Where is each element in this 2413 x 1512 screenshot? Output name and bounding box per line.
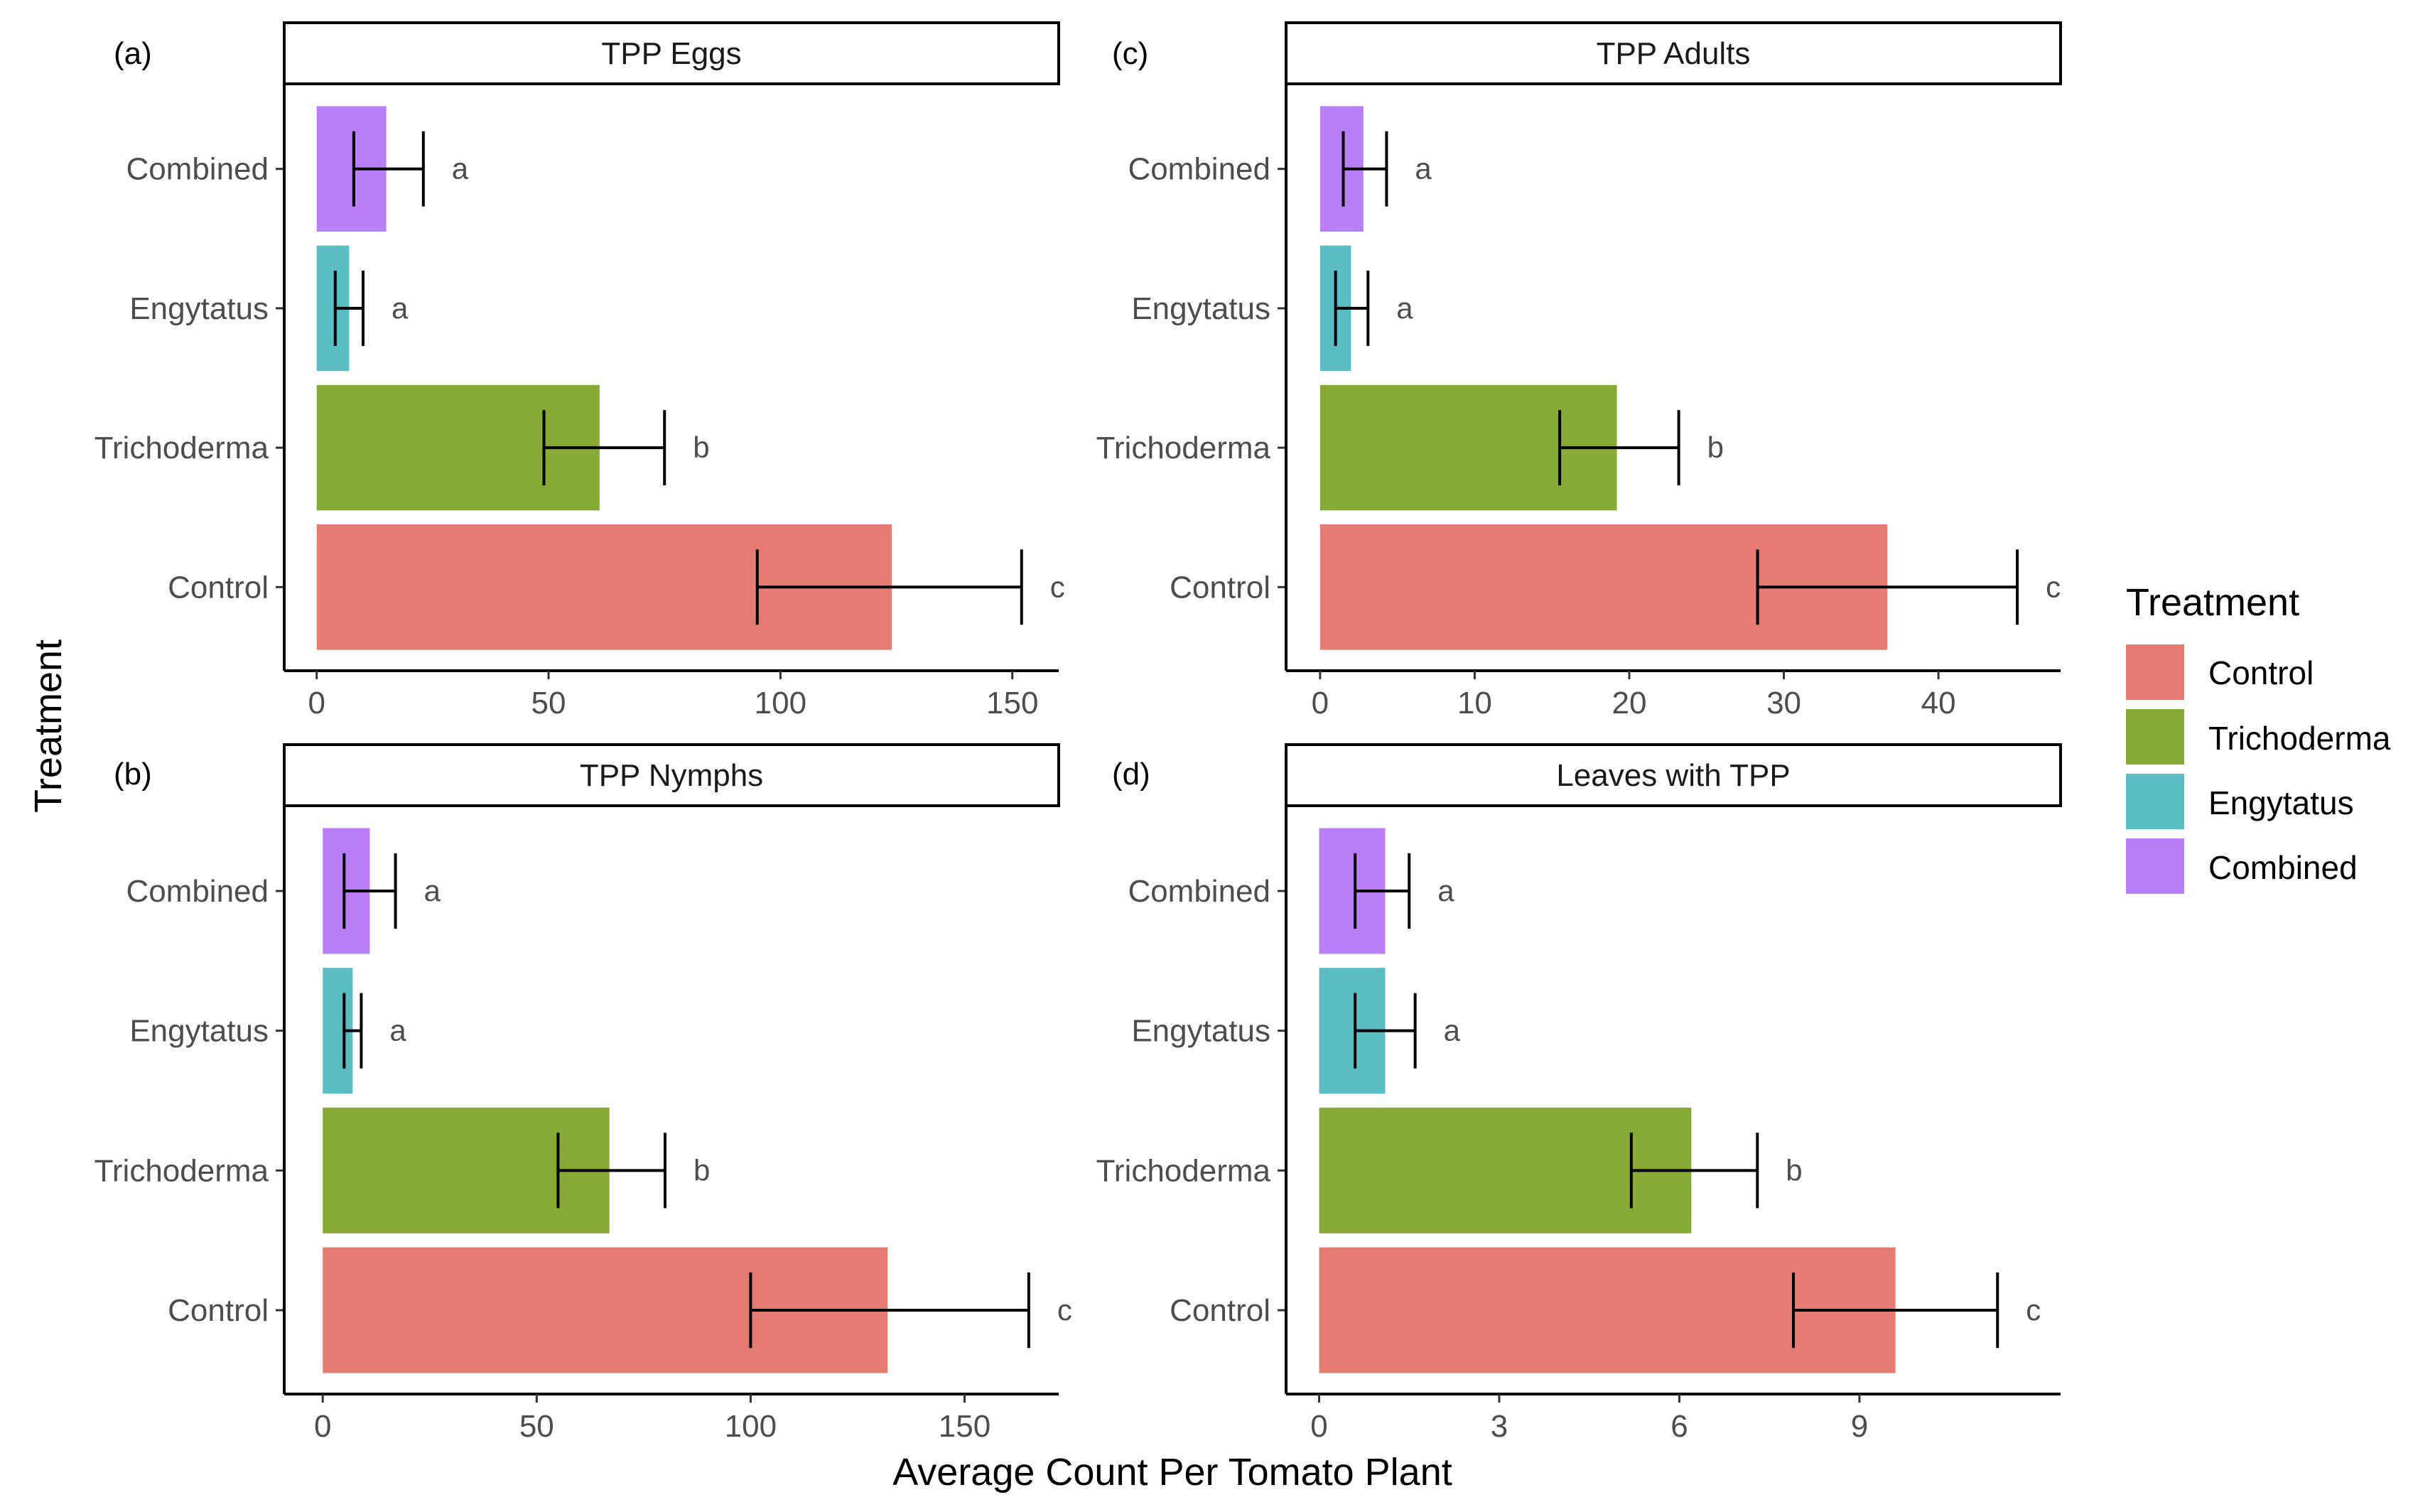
x-tick-label: 6 [1670,1409,1688,1444]
significance-letter: c [1050,570,1065,603]
x-tick-label: 100 [755,686,806,720]
y-tick-label: Combined [126,874,269,909]
x-tick-label: 100 [725,1409,777,1444]
legend-label-trichoderma: Trichoderma [2208,720,2391,757]
legend-key-trichoderma [2126,709,2184,765]
y-tick-label: Combined [1128,874,1270,909]
legend-key-combined [2126,838,2184,894]
y-axis-title: Treatment [27,639,70,813]
y-tick-label: Engytatus [1131,1014,1270,1049]
y-tick-label: Trichoderma [1096,431,1271,465]
y-tick-label: Combined [126,152,269,187]
significance-letter: a [1437,874,1454,907]
panel-tag: (c) [1112,36,1148,71]
significance-letter: c [1057,1293,1072,1327]
x-tick-label: 20 [1612,686,1647,720]
x-axis-title: Average Count Per Tomato Plant [892,1451,1452,1494]
panel-3: (b) TPP Nymphs c Control b Trichoderma a Engyta… [95,743,1072,1444]
panel-1: (a) TPP Eggs c Control b Trichoderma a Engytatu… [95,21,1065,720]
panel-title: TPP Adults [1597,36,1751,71]
y-tick-label: Combined [1128,152,1270,187]
x-tick-label: 0 [308,686,325,720]
panel-4: (d) Leaves with TPP c Control b Trichoderma a E… [1096,743,2062,1444]
significance-letter: b [693,1153,710,1187]
y-tick-label: Engytatus [129,1014,269,1049]
significance-letter: a [1396,291,1413,325]
y-tick-label: Control [168,570,269,605]
x-tick-label: 150 [986,686,1038,720]
legend-title: Treatment [2126,581,2299,624]
panel-title: TPP Eggs [601,36,741,71]
x-tick-label: 10 [1457,686,1492,720]
significance-letter: b [693,431,709,464]
y-tick-label: Engytatus [129,291,269,326]
panel-title: TPP Nymphs [580,758,763,793]
y-tick-label: Engytatus [1131,291,1270,326]
x-tick-label: 40 [1921,686,1956,720]
strip-box [283,743,1060,807]
y-tick-label: Trichoderma [95,1153,269,1188]
x-tick-label: 150 [939,1409,990,1444]
significance-letter: c [2026,1293,2041,1327]
legend-label-engytatus: Engytatus [2208,784,2354,821]
significance-letter: a [424,874,441,907]
x-tick-label: 0 [1310,1409,1327,1444]
significance-letter: b [1786,1153,1802,1187]
y-tick-label: Trichoderma [95,431,269,465]
y-tick-label: Trichoderma [1096,1153,1271,1188]
significance-letter: a [389,1014,406,1047]
panel-title: Leaves with TPP [1556,758,1790,793]
x-tick-label: 3 [1491,1409,1508,1444]
panel-tag: (d) [1112,757,1150,792]
y-tick-label: Control [1170,1293,1270,1328]
x-tick-label: 50 [531,686,566,720]
legend-label-combined: Combined [2208,849,2358,886]
legend: Treatment Control Trichoderma Engytatus … [2126,581,2391,894]
significance-letter: c [2046,570,2061,603]
legend-key-engytatus [2126,774,2184,829]
panel-tag: (b) [114,757,152,792]
legend-key-control [2126,644,2184,700]
y-tick-label: Control [1170,570,1270,605]
x-tick-label: 0 [1312,686,1329,720]
significance-letter: a [1444,1014,1461,1047]
significance-letter: a [392,291,409,325]
strip-box [1285,743,2062,807]
strip-box [283,21,1060,85]
panel-2: (c) TPP Adults c Control b Trichoderma a Engyta… [1096,21,2062,720]
bar-trichoderma [1319,1107,1692,1233]
significance-letter: a [452,152,469,185]
y-tick-label: Control [168,1293,269,1328]
x-tick-label: 30 [1766,686,1801,720]
significance-letter: b [1707,431,1724,464]
x-tick-label: 50 [519,1409,554,1444]
panel-tag: (a) [114,36,152,71]
legend-label-control: Control [2208,654,2314,691]
strip-box [1285,21,2062,85]
x-tick-label: 9 [1851,1409,1868,1444]
significance-letter: a [1415,152,1432,185]
x-tick-label: 0 [314,1409,331,1444]
